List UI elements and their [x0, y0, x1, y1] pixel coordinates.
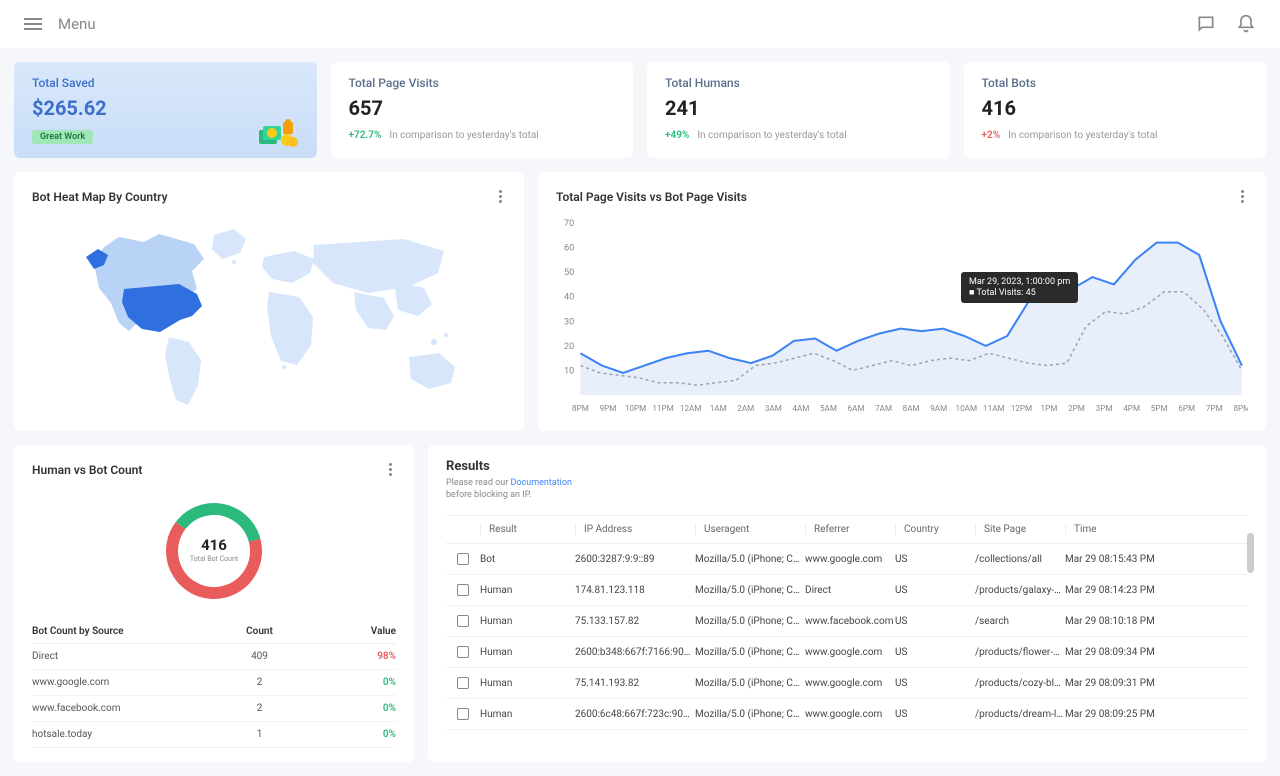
kpi-sub: In comparison to yesterday's total: [1008, 130, 1157, 141]
panel-title: Bot Heat Map By Country: [32, 190, 168, 204]
row-checkbox[interactable]: [457, 553, 469, 565]
source-row: www.google.com20%: [32, 670, 396, 696]
svg-text:50: 50: [564, 268, 574, 278]
svg-text:60: 60: [564, 244, 574, 254]
table-row: Human 2600:6c48:667f:723c:90ba:90... Moz…: [446, 699, 1248, 730]
svg-text:2PM: 2PM: [1068, 404, 1085, 413]
svg-text:1AM: 1AM: [710, 404, 727, 413]
row-checkbox[interactable]: [457, 708, 469, 720]
kebab-icon[interactable]: [1237, 186, 1248, 207]
svg-text:416: 416: [201, 536, 227, 554]
svg-text:5PM: 5PM: [1151, 404, 1168, 413]
kpi-card-humans: Total Humans 241 +49% In comparison to y…: [647, 62, 950, 158]
svg-text:8PM: 8PM: [572, 404, 589, 413]
table-row: Human 75.141.193.82 Mozilla/5.0 (iPhone;…: [446, 668, 1248, 699]
kpi-delta: +2%: [982, 130, 1001, 141]
row-checkbox[interactable]: [457, 584, 469, 596]
source-row: hotsale.today10%: [32, 722, 396, 748]
table-row: Bot 2600:3287:9:9::89 Mozilla/5.0 (iPhon…: [446, 544, 1248, 575]
panel-title: Total Page Visits vs Bot Page Visits: [556, 190, 747, 204]
svg-text:40: 40: [564, 293, 574, 303]
kpi-value: 241: [665, 96, 932, 120]
svg-text:20: 20: [564, 342, 574, 352]
kebab-icon[interactable]: [385, 459, 396, 480]
svg-text:Total Bot Count: Total Bot Count: [190, 555, 239, 563]
kpi-value: 657: [349, 96, 616, 120]
table-row: Human 75.133.157.82 Mozilla/5.0 (iPhone;…: [446, 606, 1248, 637]
kpi-card-saved: Total Saved $265.62 Great Work: [14, 62, 317, 158]
svg-text:3PM: 3PM: [1096, 404, 1113, 413]
svg-text:8AM: 8AM: [903, 404, 920, 413]
scrollbar[interactable]: [1247, 533, 1254, 573]
table-row: Human 2600:b348:667f:7166:90ba:90... Moz…: [446, 637, 1248, 668]
source-table-header: Bot Count by Source Count Value: [32, 620, 396, 644]
kebab-icon[interactable]: [495, 186, 506, 207]
chat-icon[interactable]: [1196, 14, 1216, 34]
kpi-sub: In comparison to yesterday's total: [389, 130, 538, 141]
kpi-delta: +72.7%: [349, 130, 382, 141]
results-note: Please read our Documentation before blo…: [446, 478, 586, 501]
svg-text:11AM: 11AM: [983, 404, 1005, 413]
svg-text:4PM: 4PM: [1123, 404, 1140, 413]
results-table: Result IP Address Useragent Referrer Cou…: [446, 515, 1248, 730]
svg-text:10: 10: [564, 366, 574, 376]
row-checkbox[interactable]: [457, 646, 469, 658]
table-header: Result IP Address Useragent Referrer Cou…: [446, 515, 1248, 544]
svg-text:30: 30: [564, 317, 574, 327]
docs-link[interactable]: Documentation: [511, 478, 572, 488]
menu-label: Menu: [58, 15, 96, 33]
heatmap-panel: Bot Heat Map By Country: [14, 172, 524, 431]
svg-text:9PM: 9PM: [600, 404, 617, 413]
svg-text:1PM: 1PM: [1041, 404, 1058, 413]
donut-chart: 416 Total Bot Count: [32, 490, 396, 620]
line-chart: 10 20 30 40 50 60 70 8PM 9PM 10PM 11PM 12AM 1AM 2AM 3A…: [556, 217, 1248, 417]
source-row: www.facebook.com20%: [32, 696, 396, 722]
world-map: [32, 217, 506, 417]
svg-text:12PM: 12PM: [1011, 404, 1032, 413]
svg-text:6PM: 6PM: [1178, 404, 1195, 413]
svg-text:4AM: 4AM: [792, 404, 809, 413]
svg-text:5AM: 5AM: [820, 404, 837, 413]
kpi-title: Total Humans: [665, 76, 932, 90]
donut-panel: Human vs Bot Count 416 Total Bot Count B…: [14, 445, 414, 762]
svg-text:7PM: 7PM: [1206, 404, 1223, 413]
kpi-value: 416: [982, 96, 1249, 120]
kpi-delta: +49%: [665, 130, 689, 141]
kpi-row: Total Saved $265.62 Great Work Total Pag…: [14, 62, 1266, 158]
kpi-badge: Great Work: [32, 130, 93, 144]
kpi-title: Total Saved: [32, 76, 299, 90]
svg-text:9AM: 9AM: [930, 404, 947, 413]
top-bar: Menu: [0, 0, 1280, 48]
svg-text:8PM: 8PM: [1233, 404, 1248, 413]
svg-text:7AM: 7AM: [875, 404, 892, 413]
svg-text:3AM: 3AM: [765, 404, 782, 413]
linechart-panel: Total Page Visits vs Bot Page Visits 10 2…: [538, 172, 1266, 431]
panel-title: Human vs Bot Count: [32, 463, 142, 477]
kpi-title: Total Page Visits: [349, 76, 616, 90]
svg-text:11PM: 11PM: [652, 404, 673, 413]
svg-text:10AM: 10AM: [956, 404, 978, 413]
table-row: Human 174.81.123.118 Mozilla/5.0 (iPhone…: [446, 575, 1248, 606]
results-title: Results: [446, 459, 1248, 474]
results-panel: Results Please read our Documentation be…: [428, 445, 1266, 762]
source-row: Direct40998%: [32, 644, 396, 670]
hamburger-icon[interactable]: [24, 18, 42, 30]
svg-text:6AM: 6AM: [848, 404, 865, 413]
kpi-card-bots: Total Bots 416 +2% In comparison to yest…: [964, 62, 1267, 158]
svg-text:2AM: 2AM: [737, 404, 754, 413]
kpi-card-visits: Total Page Visits 657 +72.7% In comparis…: [331, 62, 634, 158]
row-checkbox[interactable]: [457, 615, 469, 627]
money-icon: [259, 116, 299, 148]
row-checkbox[interactable]: [457, 677, 469, 689]
svg-text:70: 70: [564, 219, 574, 229]
svg-text:12AM: 12AM: [680, 404, 702, 413]
kpi-sub: In comparison to yesterday's total: [697, 130, 846, 141]
kpi-title: Total Bots: [982, 76, 1249, 90]
svg-text:10PM: 10PM: [625, 404, 646, 413]
bell-icon[interactable]: [1236, 14, 1256, 34]
